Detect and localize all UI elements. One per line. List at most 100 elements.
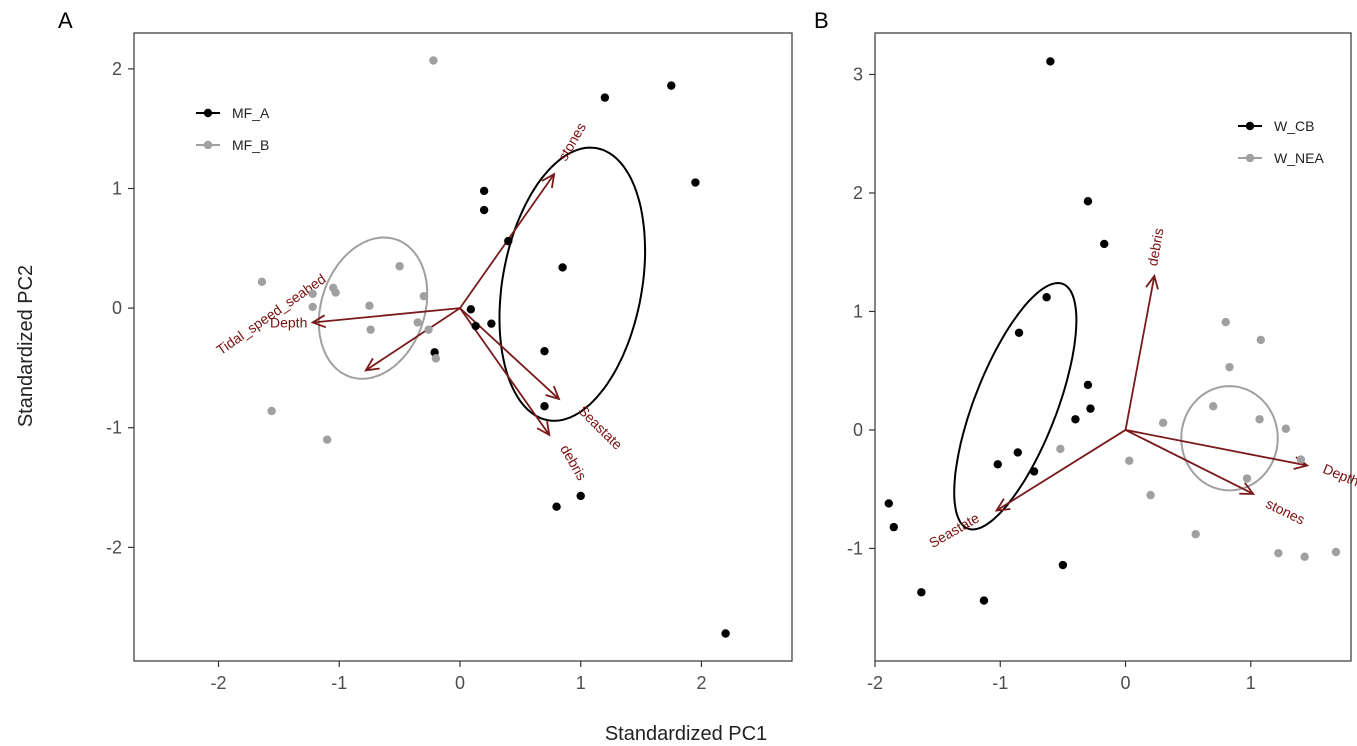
x-axis-title: Standardized PC1 [605, 723, 767, 745]
loading-arrowhead [994, 498, 1011, 512]
loading-label: stones [555, 120, 589, 164]
legend-label: W_NEA [1274, 150, 1324, 166]
loading-label: debris [557, 442, 590, 483]
point-w-cb [1086, 404, 1095, 413]
panel-tag: A [58, 8, 73, 33]
point-w-cb [1083, 380, 1093, 390]
point-w-cb [993, 460, 1002, 469]
point-w-cb [1071, 415, 1080, 424]
point-mf-a [552, 502, 561, 511]
point-w-cb [979, 596, 989, 605]
point-mf-a [471, 321, 480, 331]
point-w-nea [1209, 402, 1218, 411]
y-tick-label: 0 [853, 420, 863, 440]
point-w-nea [1300, 552, 1309, 561]
ellipse-mf-a [498, 146, 647, 422]
y-tick-label: -2 [106, 537, 122, 557]
point-mf-a [667, 81, 676, 90]
loading-arrow [996, 429, 1127, 512]
x-tick-label: 2 [696, 673, 706, 693]
ellipse-w-cb [953, 281, 1078, 531]
loading-arrow [312, 307, 461, 324]
x-tick-label: -2 [211, 673, 227, 693]
loading-arrow [1125, 429, 1308, 467]
loading-label: Seastate [575, 402, 626, 453]
point-w-nea [1191, 530, 1200, 539]
point-w-cb [884, 499, 893, 508]
y-tick-label: 1 [112, 179, 122, 199]
point-w-nea [1274, 548, 1283, 558]
ellipse-w-nea [1180, 385, 1279, 492]
point-w-cb [1013, 448, 1022, 457]
loading-arrow [1124, 275, 1156, 431]
loading-label: debris [1144, 227, 1166, 267]
point-mf-b [429, 56, 438, 65]
plot-border [133, 32, 793, 662]
point-w-cb [1046, 57, 1055, 66]
loading-arrowhead [1239, 482, 1256, 495]
legend-marker [203, 140, 213, 150]
point-mf-a [576, 491, 585, 501]
x-tick-label: 1 [576, 673, 586, 693]
point-mf-b [395, 262, 404, 271]
loading-label: Depth [270, 314, 307, 330]
point-mf-b [308, 289, 317, 298]
point-mf-a [466, 305, 476, 314]
loading-arrowhead [310, 314, 327, 329]
panel-b: B-2 -1 0 1-10123debrisDepthstonesSeastateW_… [814, 8, 1357, 693]
legend-label: MF_A [232, 105, 270, 121]
point-w-nea [1242, 474, 1252, 483]
y-tick-label: 2 [853, 183, 863, 203]
x-tick-label: 0 [455, 673, 465, 693]
point-mf-a [479, 205, 489, 215]
y-tick-label: -1 [847, 538, 863, 558]
y-tick-label: 3 [853, 64, 863, 84]
point-mf-b [419, 291, 428, 301]
x-tick-label: 1 [1246, 673, 1256, 693]
point-mf-a [691, 178, 700, 187]
loading-arrow [1125, 429, 1254, 495]
loading-arrowhead [545, 385, 561, 401]
loading-arrowhead [364, 357, 380, 372]
point-mf-a [600, 93, 610, 102]
point-w-cb [1014, 328, 1024, 337]
point-mf-b [267, 406, 276, 416]
y-tick-label: -1 [106, 418, 122, 438]
x-tick-label: 0 [1121, 673, 1131, 693]
y-tick-label: 1 [853, 301, 863, 321]
point-mf-b [424, 325, 433, 334]
point-mf-a [540, 346, 549, 356]
point-w-cb [1058, 560, 1068, 570]
loading-arrow [365, 307, 461, 372]
point-w-cb [1042, 293, 1051, 302]
loading-label: stones [1263, 495, 1307, 527]
point-mf-a [721, 629, 730, 638]
panel-tag: B [814, 8, 829, 33]
loading-arrowhead [541, 172, 556, 189]
y-axis-title: Standardized PC2 [15, 265, 37, 427]
point-mf-b [431, 354, 441, 363]
point-w-nea [1296, 455, 1306, 464]
point-w-nea [1281, 424, 1291, 433]
loading-arrowhead [1145, 273, 1159, 290]
point-mf-a [487, 319, 496, 328]
x-tick-label: -1 [331, 673, 347, 693]
point-w-cb [917, 588, 926, 597]
point-w-cb [1083, 197, 1093, 206]
point-mf-b [322, 435, 332, 444]
point-w-cb [1100, 239, 1109, 249]
point-mf-a [479, 186, 489, 196]
plot-border [874, 32, 1352, 662]
panel-a: A -2 -1 0 1 2 -2 -1 0 1 2 stones DepthTidal_speed_se… [58, 8, 793, 693]
point-w-nea [1146, 490, 1155, 500]
point-w-nea [1255, 415, 1264, 424]
legend-marker [1245, 153, 1255, 163]
legend-label: W_CB [1274, 118, 1314, 134]
point-mf-b [413, 318, 422, 327]
point-w-cb [1029, 467, 1039, 476]
point-mf-b [308, 302, 317, 312]
point-w-nea [1056, 444, 1065, 454]
point-w-nea [1256, 335, 1266, 345]
point-mf-b [366, 325, 375, 334]
